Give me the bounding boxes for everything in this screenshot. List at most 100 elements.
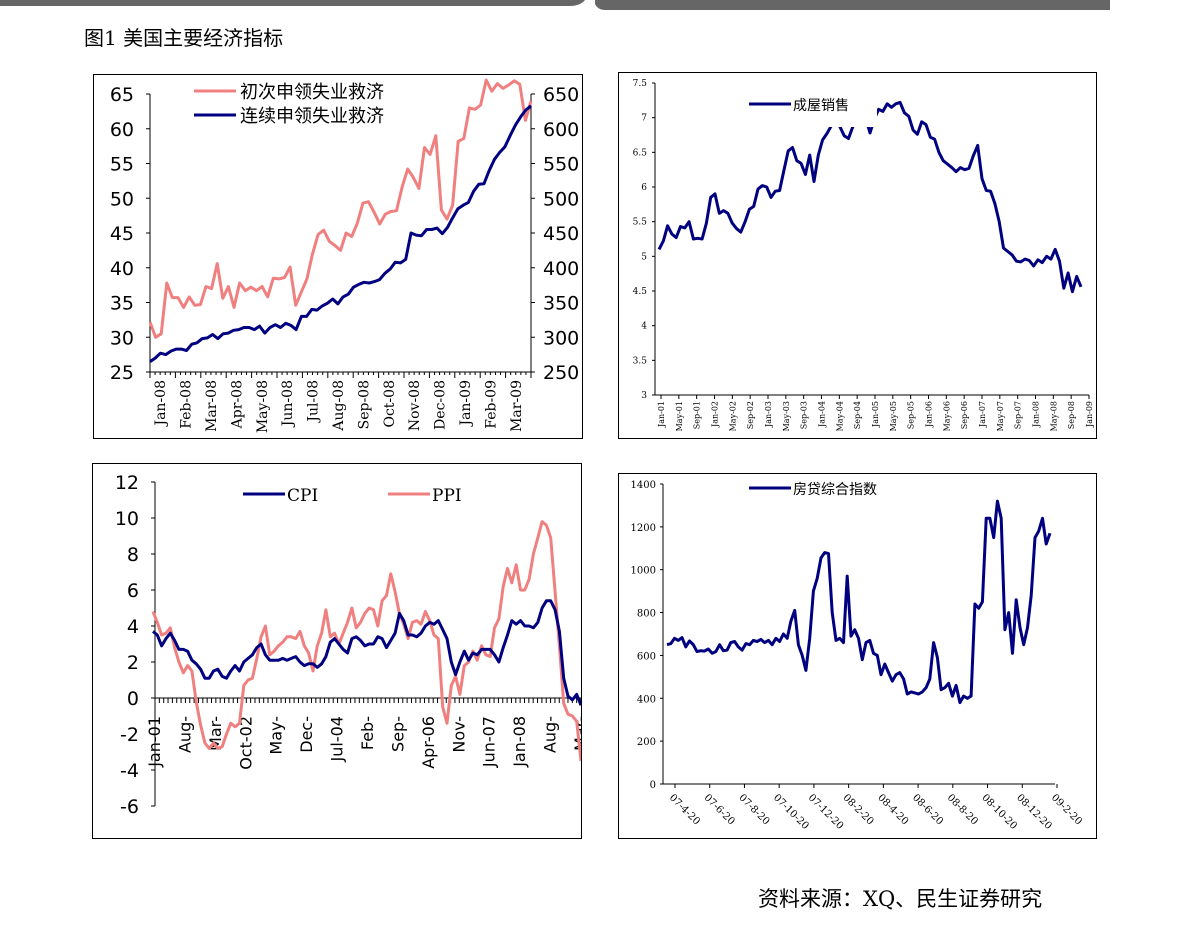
- x-tick-label: Jan-08: [153, 380, 169, 428]
- x-tick-label: 08-2-20: [841, 792, 876, 827]
- left-tick-label: 55: [110, 154, 134, 176]
- x-tick-label: 08-12-20: [1014, 792, 1054, 832]
- right-tick-label: 250: [543, 362, 579, 384]
- x-tick-label: Jan-08: [1032, 401, 1041, 428]
- y-tick-label: 5: [641, 252, 647, 262]
- x-tick-label: May-01: [675, 401, 684, 431]
- y-tick-label: 8: [127, 544, 139, 566]
- x-tick-label: 08-4-20: [875, 792, 910, 827]
- y-tick-label: 7.5: [633, 79, 648, 89]
- x-tick-label: Jan-01: [657, 401, 666, 428]
- right-tick-label: 650: [543, 84, 579, 106]
- x-tick-label: Sep-05: [907, 401, 916, 429]
- x-tick-label: Jun-08: [280, 380, 296, 428]
- x-tick-label: Aug-: [175, 716, 194, 753]
- x-tick-label: 07-4-20: [667, 792, 702, 827]
- x-tick-label: May-03: [782, 401, 791, 431]
- x-tick-label: Mar-08: [204, 380, 220, 432]
- x-tick-label: Jan-01: [145, 716, 164, 768]
- x-tick-label: 07-10-20: [771, 792, 811, 832]
- panel-cpi-ppi: -6 -4 -2 0 2 4 6 8 10 12 Jan-01 Aug- Mar- Oct-02 May- D…: [92, 463, 582, 839]
- y-tick-label: 1000: [631, 566, 656, 577]
- legend-label: 初次申领失业救济: [240, 82, 384, 103]
- x-tick-label: Sep-06: [960, 401, 969, 429]
- x-tick-label: Jan-09: [1085, 401, 1094, 428]
- y-tick-label: 1400: [631, 480, 656, 491]
- y-tick-label: 400: [637, 694, 656, 705]
- x-tick-label: Aug-08: [331, 380, 347, 432]
- panel-claims: 25 30 35 40 45 50 55 60 65 250 300 350 400 450 500 550 6…: [93, 74, 583, 439]
- right-tick-label: 450: [543, 223, 579, 245]
- x-tick-label: Dec-: [297, 716, 316, 753]
- x-tick-label: Jun-07: [480, 716, 499, 768]
- source-note: 资料来源：XQ、民生证券研究: [758, 883, 1042, 913]
- x-tick-label: Jul-04: [328, 716, 347, 762]
- left-tick-label: 45: [110, 223, 134, 245]
- x-tick-label: Sep-07: [1014, 401, 1023, 429]
- right-tick-label: 550: [543, 154, 579, 176]
- x-tick-label: Feb-09: [483, 380, 499, 429]
- right-tick-label: 500: [543, 188, 579, 210]
- x-tick-label: Jan-02: [711, 401, 720, 428]
- x-tick-label: Sep-02: [746, 401, 755, 429]
- y-tick-label: 6: [641, 183, 647, 193]
- x-tick-label: 07-6-20: [702, 792, 737, 827]
- y-tick-label: 4: [641, 322, 647, 332]
- y-tick-label: -2: [120, 724, 139, 746]
- figure-title: 图1 美国主要经济指标: [84, 22, 283, 51]
- y-tick-label: 6: [127, 580, 139, 602]
- x-tick-label: Apr-06: [419, 716, 438, 769]
- series-line-continuing-claims: [150, 106, 531, 362]
- legend-label: 连续申领失业救济: [240, 106, 384, 127]
- series-line-mortgage-index: [667, 501, 1050, 702]
- left-tick-label: 60: [110, 119, 134, 141]
- x-tick-label: Mar-09: [509, 380, 525, 432]
- x-tick-label: Jan-04: [818, 401, 827, 428]
- left-tick-label: 50: [110, 188, 134, 210]
- y-tick-label: 2: [127, 652, 139, 674]
- x-tick-label: Jan-05: [871, 401, 880, 428]
- x-tick-label: Feb-: [358, 716, 377, 750]
- chart-home-sales: 3 3.5 4 4.5 5 5.5 6 6.5 7 7.5 Jan-01 May-01 Sep-01 Ja…: [619, 73, 1096, 438]
- panel-mortgage-index: 0 200 400 600 800 1000 1200 1400 07-4-20 07-6-20 0…: [618, 473, 1097, 839]
- x-tick-label: Nov-08: [407, 380, 423, 431]
- right-tick-label: 300: [543, 327, 579, 349]
- legend-label: 成屋销售: [793, 98, 849, 114]
- y-tick-label: 600: [637, 651, 656, 662]
- y-tick-label: 3.5: [633, 356, 648, 366]
- right-tick-label: 600: [543, 119, 579, 141]
- x-tick-label: Nov-: [449, 716, 468, 753]
- series-line-home-sales: [659, 102, 1081, 291]
- x-tick-label: Sep-03: [800, 401, 809, 429]
- x-tick-label: Feb-08: [179, 380, 195, 429]
- x-tick-label: May-02: [728, 401, 737, 431]
- left-tick-label: 35: [110, 293, 134, 315]
- x-tick-label: May-07: [996, 401, 1005, 431]
- y-tick-label: 0: [650, 780, 656, 791]
- chart-cpi-ppi: -6 -4 -2 0 2 4 6 8 10 12 Jan-01 Aug- Mar- Oct-02 May- D…: [93, 464, 581, 838]
- legend-label: 房贷综合指数: [793, 482, 877, 498]
- left-tick-label: 25: [110, 362, 134, 384]
- x-tick-label: 09-2-20: [1049, 792, 1084, 827]
- y-tick-label: 10: [115, 508, 139, 530]
- y-tick-label: -4: [120, 760, 139, 782]
- y-tick-label: 4: [127, 616, 139, 638]
- legend-label: CPI: [287, 486, 318, 506]
- x-tick-label: Sep-08: [1067, 401, 1076, 429]
- x-tick-label: Oct-08: [382, 380, 398, 428]
- y-tick-label: 7: [641, 114, 647, 124]
- x-tick-label: Apr-08: [229, 380, 245, 429]
- series-line-cpi: [153, 601, 581, 705]
- header-decor-bar: [0, 0, 1110, 10]
- y-tick-label: 3: [641, 391, 647, 401]
- y-tick-label: 12: [115, 472, 139, 494]
- x-tick-label: 08-6-20: [910, 792, 945, 827]
- x-tick-label: May-06: [942, 401, 951, 431]
- x-tick-label: May-05: [889, 401, 898, 431]
- right-tick-label: 350: [543, 293, 579, 315]
- x-tick-label: 07-12-20: [806, 792, 846, 832]
- x-tick-label: Jul-08: [306, 380, 322, 424]
- right-tick-label: 400: [543, 258, 579, 280]
- y-tick-label: 0: [127, 688, 139, 710]
